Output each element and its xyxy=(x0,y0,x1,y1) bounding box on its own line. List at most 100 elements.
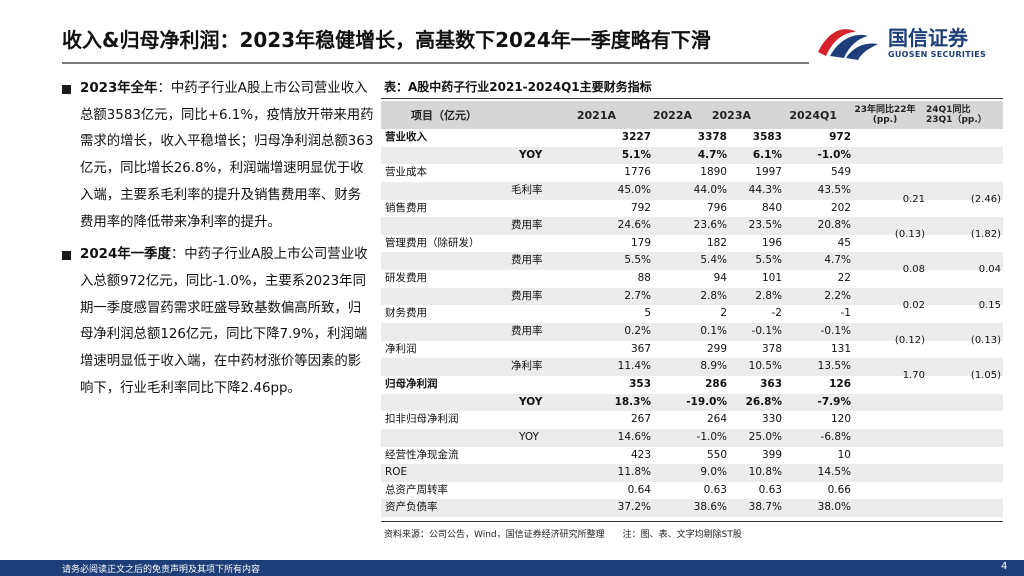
header-yoy-24q1-line2: 23Q1（pp.） xyxy=(926,115,987,125)
cell-2024q1: 972 xyxy=(829,131,851,143)
cell-2022: 796 xyxy=(706,201,727,214)
table-title: 表：A股中药子行业2021-2024Q1主要财务指标 xyxy=(384,80,652,94)
cell-2024q1: 202 xyxy=(830,201,851,214)
cell-2024q1: 13.5% xyxy=(817,360,851,373)
cell-2021: 1776 xyxy=(624,166,651,179)
logo-english-name: GUOSEN SECURITIES xyxy=(888,50,987,59)
table-row: 扣非归母净利润 267 264 330 120 xyxy=(381,411,1003,429)
cell-2024q1: 45 xyxy=(837,236,851,249)
cell-2023: 196 xyxy=(761,236,782,249)
row-label: 研发费用 xyxy=(385,272,427,285)
cell-2022: 3378 xyxy=(697,131,727,143)
cell-2023: 101 xyxy=(761,272,782,285)
table-row: 费用率 5.5% 5.4% 5.5% 4.7% 0.08 0.04 xyxy=(381,252,1003,275)
cell-2022: 44.0% xyxy=(693,183,727,196)
table-header-row: 项目（亿元） 2021A 2022A 2023A 2024Q1 23年同比22年… xyxy=(381,101,1003,129)
cell-2021: 5 xyxy=(644,307,651,320)
row-label: 净利润 xyxy=(385,342,417,355)
cell-2024q1: -0.1% xyxy=(820,325,851,338)
cell-2023: -0.1% xyxy=(751,325,782,338)
row-sublabel: 费用率 xyxy=(511,254,543,267)
cell-2021: 267 xyxy=(630,413,651,426)
cell-2023: 10.5% xyxy=(748,360,782,373)
row-label: 总资产周转率 xyxy=(385,483,448,496)
row-label: 经营性净现金流 xyxy=(385,448,459,461)
header-yoy-23-22: 23年同比22年 (pp.) xyxy=(847,101,923,129)
bullet-lead: 2024年一季度 xyxy=(80,247,171,263)
cell-2023: 399 xyxy=(761,448,782,461)
footer-disclaimer: 请务必阅读正文之后的免责声明及其项下所有内容 xyxy=(62,565,261,575)
cell-2021: 0.2% xyxy=(624,325,651,338)
cell-2022: 2.8% xyxy=(700,289,727,302)
cell-2024q1: 2.2% xyxy=(824,289,851,302)
row-sublabel: YOY xyxy=(519,148,543,161)
row-label: 销售费用 xyxy=(385,201,427,214)
cell-yoy-24q1: (1.05) xyxy=(970,370,1001,382)
cell-2023: 26.8% xyxy=(745,395,782,408)
cell-yoy-23-22 xyxy=(859,508,925,526)
cell-yoy-24q1: (2.46) xyxy=(970,193,1001,205)
header-item: 项目（亿元） xyxy=(411,109,477,122)
cell-2023: 1997 xyxy=(755,166,782,179)
cell-2023: 378 xyxy=(761,342,782,355)
header-yoy-24q1: 24Q1同比 23Q1（pp.） xyxy=(926,101,1000,129)
row-sublabel: YOY xyxy=(519,395,543,408)
cell-2021: 3227 xyxy=(621,131,651,143)
table-row: YOY 14.6% -1.0% 25.0% -6.8% xyxy=(381,428,1003,447)
cell-2023: 3583 xyxy=(752,131,782,143)
cell-2021: 11.4% xyxy=(617,360,651,373)
header-yoy-23-22-line2: (pp.) xyxy=(872,115,898,125)
table-row: YOY 18.3% -19.0% 26.8% -7.9% xyxy=(381,393,1003,412)
cell-2021: 88 xyxy=(637,272,651,285)
cell-2023: 5.5% xyxy=(755,254,782,267)
table-row: 净利润 367 299 378 131 xyxy=(381,341,1003,359)
cell-2023: 10.8% xyxy=(748,466,782,479)
row-label: 扣非归母净利润 xyxy=(385,413,459,426)
header-2024q1: 2024Q1 xyxy=(789,108,837,122)
cell-2024q1: 126 xyxy=(829,377,851,390)
header-yoy-24q1-line1: 24Q1同比 xyxy=(926,105,971,115)
cell-2022: 182 xyxy=(706,236,727,249)
cell-2024q1: 0.66 xyxy=(827,483,851,496)
table-row: 营业成本 1776 1890 1997 549 xyxy=(381,164,1003,182)
bullet-square-icon xyxy=(62,85,71,94)
cell-2023: 6.1% xyxy=(752,148,782,161)
row-sublabel: 毛利率 xyxy=(511,183,543,196)
guosen-logo-icon xyxy=(818,29,878,60)
page-title: 收入&归母净利润：2023年稳健增长，高基数下2024年一季度略有下滑 xyxy=(62,28,711,52)
cell-2021: 2.7% xyxy=(624,289,651,302)
table-row: 费用率 24.6% 23.6% 23.5% 20.8% (0.13) (1.82) xyxy=(381,217,1003,240)
bullet-square-icon xyxy=(62,251,71,261)
cell-2021: 5.1% xyxy=(621,148,651,161)
header-2022: 2022A xyxy=(652,108,692,122)
cell-2024q1: 120 xyxy=(830,413,851,426)
cell-2021: 0.64 xyxy=(627,483,651,496)
cell-yoy-23-22: (0.13) xyxy=(894,229,925,241)
row-label: 资产负债率 xyxy=(385,501,438,514)
cell-yoy-24q1: (1.82) xyxy=(970,229,1001,241)
cell-2021: 423 xyxy=(630,448,651,461)
cell-2021: 18.3% xyxy=(614,395,651,408)
row-label: 营业收入 xyxy=(385,131,427,143)
header-2021: 2021A xyxy=(576,108,616,122)
table-bottom-rule xyxy=(381,521,1003,522)
title-divider xyxy=(62,62,809,64)
table-row: 总资产周转率 0.64 0.63 0.63 0.66 xyxy=(381,482,1003,500)
cell-yoy-23-22: 0.08 xyxy=(902,264,925,276)
cell-2022: 4.7% xyxy=(697,148,727,161)
table-row: 销售费用 792 796 840 202 xyxy=(381,200,1003,218)
bullet-2024-q1: 2024年一季度：中药子行业A股上市公司营业收入总额972亿元，同比-1.0%，… xyxy=(62,242,374,402)
table-row: 管理费用（除研发） 179 182 196 45 xyxy=(381,235,1003,253)
table-body: 营业收入 3227 3378 3583 972 YOY 5.1% 4.7% 6.1% -1.0% 营… xyxy=(381,129,1003,518)
cell-2021: 11.8% xyxy=(617,466,651,479)
cell-2021: 24.6% xyxy=(617,219,651,232)
table-row: 经营性净现金流 423 550 399 10 xyxy=(381,447,1003,465)
cell-yoy-23-22: 1.70 xyxy=(902,370,925,382)
bullet-text: ：中药子行业A股上市公司营业收入总额972亿元，同比-1.0%，主要系2023年… xyxy=(80,247,368,396)
cell-yoy-23-22: 0.02 xyxy=(902,299,925,311)
bullet-text: ：中药子行业A股上市公司营业收入总额3583亿元，同比+6.1%，疫情放开带来用… xyxy=(80,81,374,230)
bullet-2023-full-year: 2023年全年：中药子行业A股上市公司营业收入总额3583亿元，同比+6.1%，… xyxy=(62,76,374,236)
cell-2023: 330 xyxy=(761,413,782,426)
cell-2023: -2 xyxy=(771,307,782,320)
cell-2023: 23.5% xyxy=(748,219,782,232)
